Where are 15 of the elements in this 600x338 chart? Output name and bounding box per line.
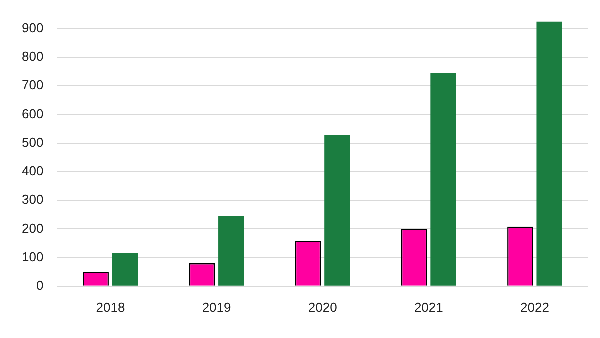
y-tick-label: 600 [22,106,44,122]
y-tick-label: 700 [22,78,44,93]
y-tick-label: 200 [22,220,44,236]
x-tick-label: 2018 [96,300,126,315]
x-tick-label: 2021 [414,300,444,315]
x-tick-label: 2022 [520,300,550,315]
y-tick-label: 500 [22,134,44,150]
y-tick-label: 400 [22,164,44,179]
y-tick-label: 800 [22,49,44,64]
y-tick-label: 300 [22,192,44,208]
x-tick-label: 2020 [308,300,338,315]
x-tick-label: 2019 [202,300,232,315]
y-tick-label: 100 [22,249,44,264]
y-tick-label: 900 [22,20,44,36]
y-tick-label: 0 [36,278,44,293]
